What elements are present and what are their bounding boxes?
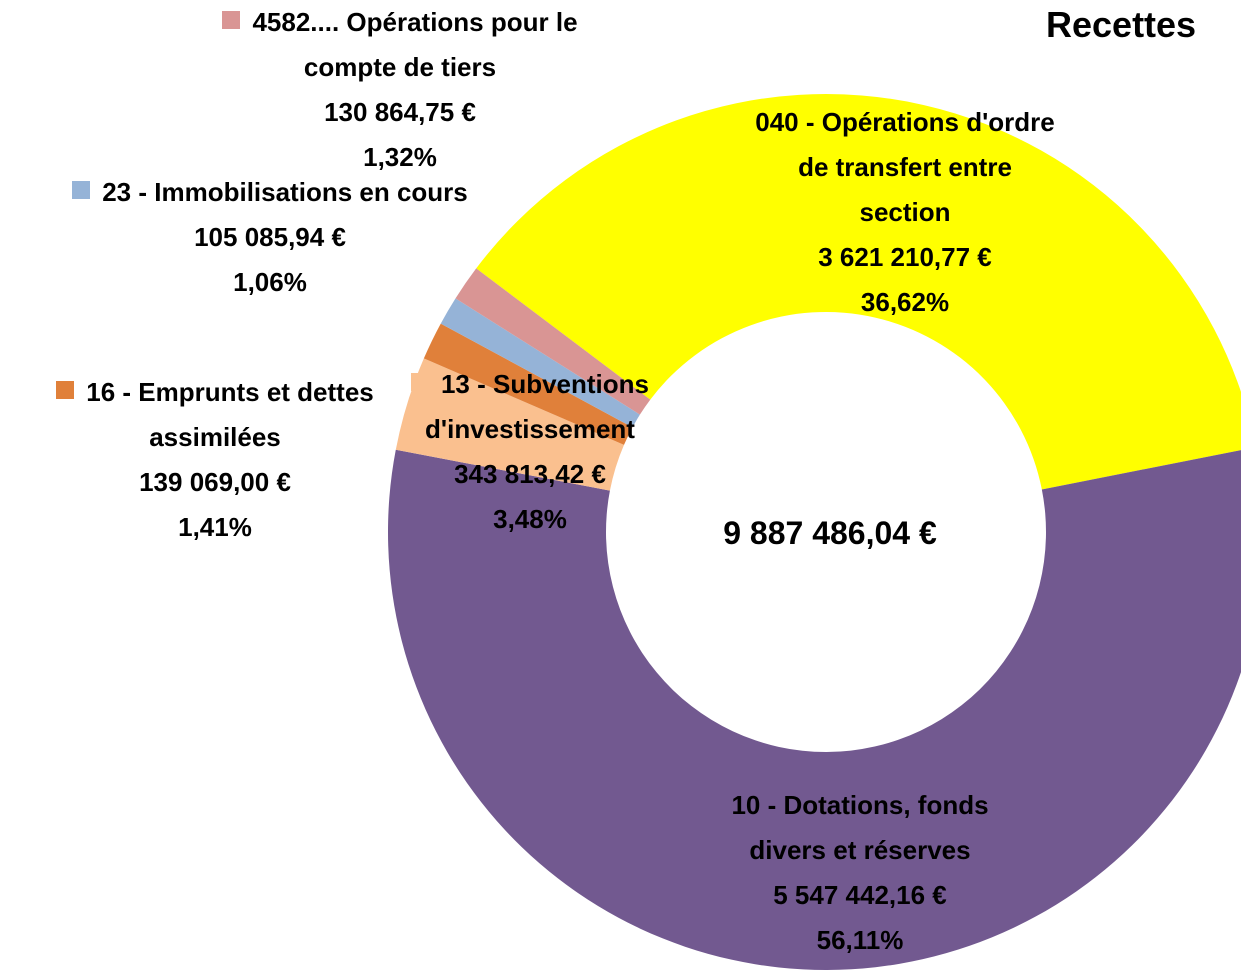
donut-segment	[388, 449, 1241, 970]
legend-swatch	[222, 11, 241, 29]
donut-segment	[395, 358, 625, 491]
percent-label: 36,62%	[860, 287, 950, 317]
legend-swatch	[72, 181, 91, 199]
donut-segment	[476, 94, 1241, 490]
value-label: 105 085,94 €	[194, 222, 346, 252]
label-name-line: 13 - Subventions d'investissement	[380, 362, 680, 452]
segment-label: 13 - Subventions d'investissement 343 813…	[380, 362, 680, 542]
donut-segment	[455, 268, 651, 415]
value-label: 3 621 210,77 €	[818, 242, 992, 272]
percent-label: 1,32%	[363, 142, 437, 172]
percent-label: 56,11%	[816, 925, 904, 955]
percent-label: 3,48%	[493, 504, 567, 534]
category-name: 10 - Dotations, fonds divers et réserves	[731, 790, 989, 865]
chart-title: Recettes	[1046, 4, 1197, 45]
value-label: 343 813,42 €	[454, 459, 606, 489]
category-name: 16 - Emprunts et dettes assimilées	[86, 377, 374, 452]
category-name: 13 - Subventions d'investissement	[425, 369, 650, 444]
label-name-line: 040 - Opérations d'ordre de transfert en…	[755, 100, 1055, 235]
donut-segment	[423, 323, 633, 445]
legend-swatch	[410, 373, 429, 391]
total-label: 9 887 486,04 €	[723, 515, 937, 551]
percent-label: 1,06%	[233, 267, 307, 297]
value-label: 130 864,75 €	[324, 97, 476, 127]
segment-label: 040 - Opérations d'ordre de transfert en…	[755, 100, 1055, 325]
percent-label: 1,41%	[178, 512, 252, 542]
label-name-line: 4582.... Opérations pour le compte de ti…	[190, 0, 610, 90]
label-name-line: 16 - Emprunts et dettes assimilées	[0, 370, 430, 460]
segment-label: 4582.... Opérations pour le compte de ti…	[190, 0, 610, 180]
category-name: 23 - Immobilisations en cours	[102, 177, 468, 207]
value-label: 139 069,00 €	[139, 467, 291, 497]
segment-label: 16 - Emprunts et dettes assimilées 139 06…	[0, 370, 430, 550]
category-name: 4582.... Opérations pour le compte de ti…	[252, 7, 578, 82]
segment-label: 23 - Immobilisations en cours 105 085,94 …	[60, 170, 480, 305]
value-label: 5 547 442,16 €	[773, 880, 947, 910]
label-name-line: 10 - Dotations, fonds divers et réserves	[690, 783, 1030, 873]
label-name-line: 23 - Immobilisations en cours	[60, 170, 480, 215]
donut-segment	[440, 298, 640, 428]
category-name: 040 - Opérations d'ordre de transfert en…	[755, 107, 1055, 227]
segment-label: 10 - Dotations, fonds divers et réserves…	[690, 783, 1030, 963]
legend-swatch	[56, 381, 75, 399]
